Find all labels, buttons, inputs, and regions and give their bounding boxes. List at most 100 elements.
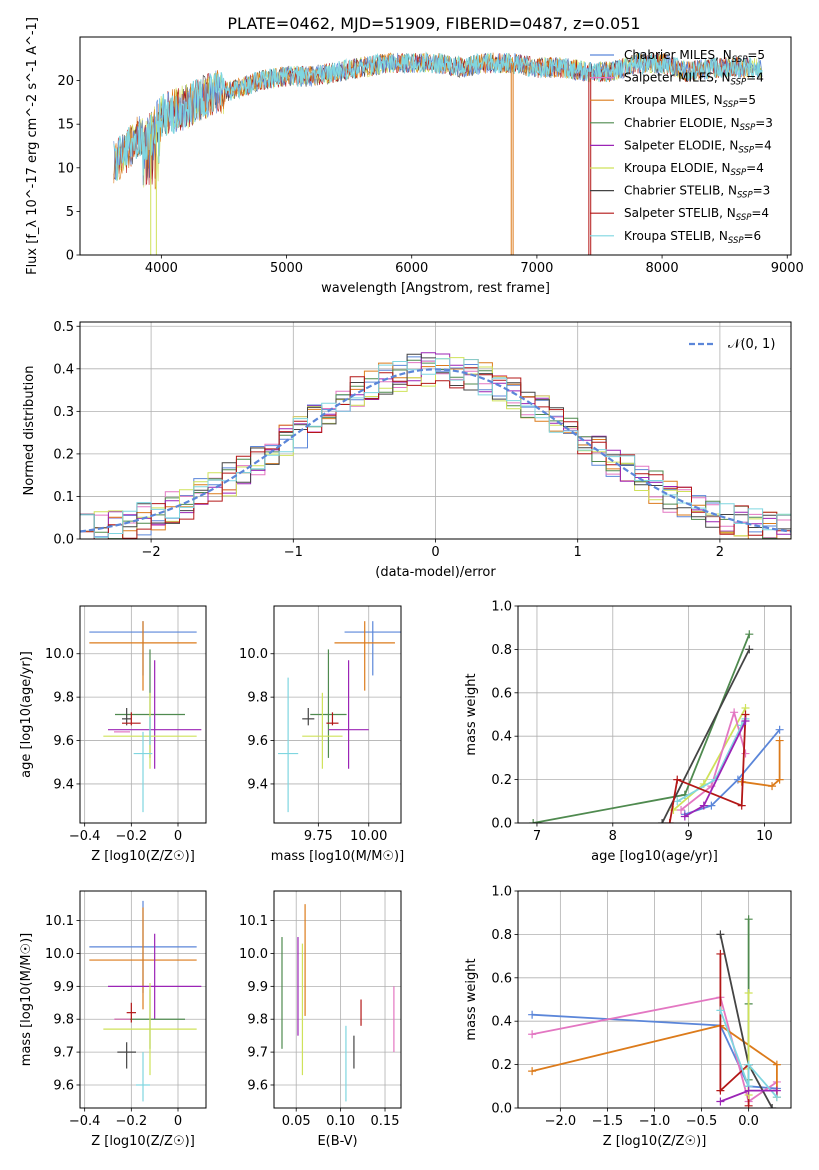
residuals-panel: −2 −1 0 1 2 0.0 0.1 0.2 0.3 0.4 0.5 (data-model)/er… bbox=[22, 320, 792, 580]
series-marker bbox=[669, 805, 678, 814]
series-marker bbox=[673, 775, 682, 784]
grid bbox=[518, 890, 791, 1109]
series-marker bbox=[665, 819, 674, 823]
x-tick-label: −2 bbox=[142, 545, 161, 560]
y-tick-label: 0.0 bbox=[53, 533, 74, 548]
histogram-salpeter-stelib bbox=[80, 367, 791, 539]
series-marker bbox=[699, 801, 708, 810]
x-tick-label: −1.0 bbox=[639, 1114, 671, 1129]
y-axis-label: mass weight bbox=[464, 673, 479, 755]
axes-frame bbox=[273, 890, 402, 1109]
series-marker bbox=[716, 1006, 725, 1015]
legend-label: Chabrier MILES, NSSP=5 bbox=[624, 48, 765, 65]
errorbar-point bbox=[278, 677, 299, 813]
y-tick-label: 0.0 bbox=[491, 1102, 512, 1117]
errorbar-point bbox=[302, 707, 315, 726]
errorbar-point bbox=[89, 907, 197, 1010]
x-tick-label: 0 bbox=[174, 829, 182, 844]
points bbox=[89, 900, 202, 1102]
y-tick-label: 9.8 bbox=[247, 691, 268, 706]
x-axis-label: Z [log10(Z/Z☉)] bbox=[91, 849, 195, 864]
x-tick-label: −0.2 bbox=[116, 1114, 148, 1129]
errorbar-point bbox=[108, 933, 202, 1020]
mass-vs-ebv-panel: 0.05 0.10 0.15 9.6 9.7 9.8 9.9 10.0 10.1 E(B-V) bbox=[239, 890, 402, 1149]
errorbar-point bbox=[122, 707, 132, 726]
histograms bbox=[80, 352, 791, 539]
errorbar-point bbox=[326, 712, 339, 726]
x-tick-label: 0.15 bbox=[371, 1114, 400, 1129]
errorbar-point bbox=[117, 1042, 136, 1069]
y-tick-label: 0.8 bbox=[491, 928, 512, 943]
points bbox=[278, 621, 401, 813]
y-axis-label: age [log10(age/yr)] bbox=[19, 651, 34, 778]
x-tick-label: 10 bbox=[756, 829, 773, 844]
axes-frame bbox=[79, 605, 207, 824]
axes-frame bbox=[517, 890, 792, 1109]
series-marker bbox=[680, 812, 689, 821]
series-marker bbox=[772, 1060, 781, 1069]
x-tick-label: 4000 bbox=[145, 261, 178, 276]
y-tick-label: 0.3 bbox=[53, 405, 74, 420]
y-tick-label: 0.4 bbox=[53, 362, 74, 377]
y-tick-label: 5 bbox=[66, 205, 74, 220]
ticks: −0.4 −0.2 0 9.4 9.6 9.8 10.0 bbox=[45, 647, 182, 844]
series-marker bbox=[772, 1086, 781, 1095]
y-tick-label: 0.2 bbox=[491, 1058, 512, 1073]
legend-label: Chabrier ELODIE, NSSP=3 bbox=[624, 116, 773, 133]
spectrum-panel: 4000 5000 6000 7000 8000 9000 0 5 10 15 20 waveleng… bbox=[25, 17, 804, 296]
x-tick-label: 0.0 bbox=[738, 1114, 759, 1129]
y-tick-label: 9.6 bbox=[247, 734, 268, 749]
series-marker bbox=[768, 782, 777, 791]
y-tick-label: 9.8 bbox=[53, 1013, 74, 1028]
x-tick-label: 9000 bbox=[771, 261, 804, 276]
series-marker bbox=[775, 775, 784, 784]
y-tick-label: 9.6 bbox=[247, 1078, 268, 1093]
series-marker bbox=[716, 930, 725, 939]
normal-curve bbox=[80, 368, 791, 533]
y-tick-label: 9.4 bbox=[247, 777, 268, 792]
spectrum-kroupa-stelib bbox=[113, 51, 763, 181]
y-tick-label: 20 bbox=[57, 74, 74, 89]
y-tick-label: 9.7 bbox=[247, 1046, 268, 1061]
y-tick-label: 0.6 bbox=[491, 971, 512, 986]
legend-label: Kroupa MILES, NSSP=5 bbox=[624, 93, 756, 110]
y-tick-label: 10 bbox=[57, 161, 74, 176]
x-tick-label: 7000 bbox=[520, 261, 553, 276]
legend-label: Salpeter STELIB, NSSP=4 bbox=[624, 206, 769, 223]
x-tick-label: −0.2 bbox=[116, 829, 148, 844]
series-marker bbox=[716, 1086, 725, 1095]
legend-label: Salpeter MILES, NSSP=4 bbox=[624, 71, 764, 88]
legend-label: Chabrier STELIB, NSSP=3 bbox=[624, 184, 770, 201]
errorbar-point bbox=[126, 1002, 136, 1023]
ticks: 0.05 0.10 0.15 9.6 9.7 9.8 9.9 10.0 10.1 bbox=[239, 914, 399, 1129]
y-tick-label: 1.0 bbox=[491, 600, 512, 615]
x-axis-label: age [log10(age/yr)] bbox=[591, 849, 718, 864]
series-marker bbox=[745, 630, 754, 639]
massweight-vs-age-panel: 7 8 9 10 0.0 0.2 0.4 0.6 0.8 1.0 age [log10(age/yr… bbox=[464, 600, 792, 864]
ticks: −2 −1 0 1 2 0.0 0.1 0.2 0.3 0.4 0.5 bbox=[53, 320, 724, 560]
series-marker bbox=[529, 819, 538, 823]
y-tick-label: 9.6 bbox=[53, 1078, 74, 1093]
y-tick-label: 0.4 bbox=[491, 1015, 512, 1030]
y-tick-label: 9.9 bbox=[53, 980, 74, 995]
series-marker bbox=[737, 801, 746, 810]
y-tick-label: 0.6 bbox=[491, 686, 512, 701]
x-axis-label: (data-model)/error bbox=[375, 565, 496, 580]
series-marker bbox=[741, 717, 750, 726]
x-tick-label: 10.00 bbox=[350, 829, 387, 844]
y-tick-label: 15 bbox=[57, 118, 74, 133]
ticks: 9.75 10.00 9.4 9.6 9.8 10.0 bbox=[239, 647, 387, 844]
series-marker bbox=[768, 1104, 777, 1108]
y-tick-label: 9.7 bbox=[53, 1046, 74, 1061]
axes-frame bbox=[79, 890, 207, 1109]
series-marker bbox=[744, 1060, 753, 1069]
series-marker bbox=[677, 805, 686, 814]
y-tick-label: 0.5 bbox=[53, 320, 74, 335]
series-marker bbox=[741, 749, 750, 758]
x-tick-label: 5000 bbox=[270, 261, 303, 276]
x-tick-label: 9.75 bbox=[304, 829, 333, 844]
x-tick-label: 0.10 bbox=[326, 1114, 355, 1129]
x-axis-label: Z [log10(Z/Z☉)] bbox=[603, 1134, 707, 1149]
mass-vs-Z-panel: −0.4 −0.2 0 9.6 9.7 9.8 9.9 10.0 10.1 Z [log10(Z/… bbox=[19, 890, 207, 1149]
